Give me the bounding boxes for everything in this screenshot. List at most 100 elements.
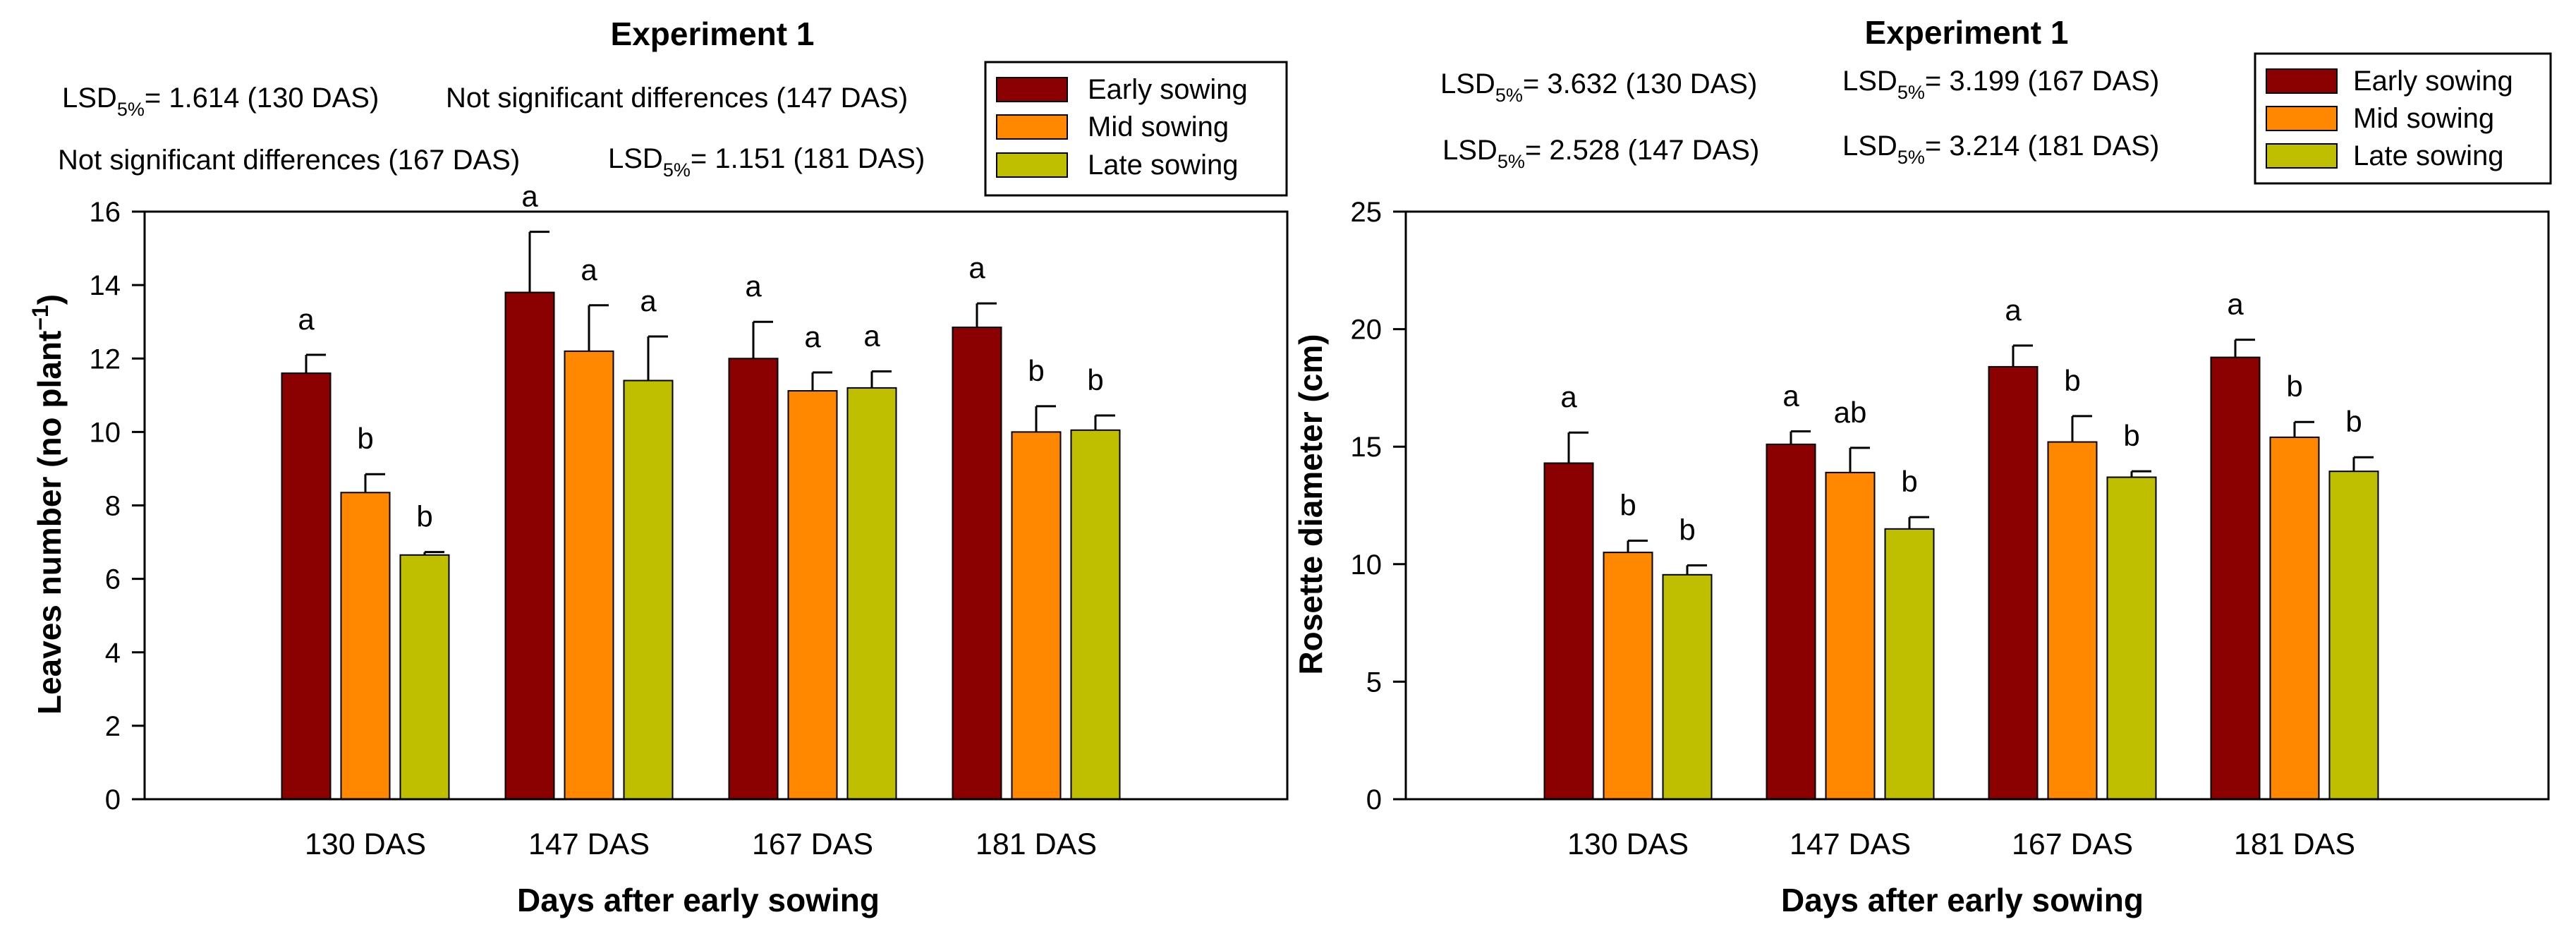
rosette-diameter-chart: Experiment 1 LSD5%= 3.632 (130 DAS) LSD5… xyxy=(1292,14,2552,918)
lsd-subscript: 5% xyxy=(1897,82,1925,103)
significance-letter: a xyxy=(1560,380,1577,413)
legend-swatch-mid xyxy=(2266,106,2338,131)
y-tick-label: 8 xyxy=(105,491,121,522)
lsd-value: = 3.214 (181 DAS) xyxy=(1925,130,2159,162)
y-tick-label: 6 xyxy=(105,564,121,595)
bar xyxy=(1603,552,1653,800)
bar xyxy=(281,372,332,800)
bar xyxy=(2047,441,2098,800)
significance-letter: a xyxy=(581,253,597,286)
bar xyxy=(623,380,674,800)
leaves-number-chart: Experiment 1 LSD5%= 1.614 (130 DAS) Not … xyxy=(28,16,1289,918)
legend: Early sowing Mid sowing Late sowing xyxy=(984,61,1288,197)
legend-swatch-late xyxy=(996,152,1068,178)
bar xyxy=(1543,462,1594,800)
legend-label-mid: Mid sowing xyxy=(2353,103,2494,134)
y-axis-label-close: ) xyxy=(31,294,68,305)
bar xyxy=(2328,470,2379,800)
lsd-value: = 1.614 (130 DAS) xyxy=(145,83,379,114)
significance-letter: b xyxy=(1028,354,1044,387)
y-tick-label: 10 xyxy=(1351,549,1383,581)
significance-letter: b xyxy=(1679,513,1695,546)
significance-letter: ab xyxy=(1834,396,1867,429)
bar xyxy=(340,492,391,800)
x-tick-label: 147 DAS xyxy=(528,827,650,861)
legend-swatch-late xyxy=(2266,143,2338,169)
y-tick-label: 15 xyxy=(1351,432,1383,463)
bar xyxy=(399,554,450,800)
lsd-value: = 1.151 (181 DAS) xyxy=(691,143,925,174)
lsd-subscript: 5% xyxy=(117,99,145,120)
legend-swatch-early xyxy=(2266,68,2338,94)
lsd-prefix: LSD xyxy=(1442,135,1497,166)
lsd-note-3: Not significant differences (167 DAS) xyxy=(58,145,520,176)
lsd-subscript: 5% xyxy=(1897,147,1925,168)
significance-letter: a xyxy=(968,251,985,284)
x-tick-label: 147 DAS xyxy=(1790,827,1911,861)
lsd-note-2: LSD5%= 3.199 (167 DAS) xyxy=(1842,66,2159,103)
lsd-prefix: LSD xyxy=(1842,66,1897,97)
y-axis-label: Leaves number (no plant−1) xyxy=(28,294,68,715)
significance-letter: a xyxy=(298,303,315,336)
legend-label-late: Late sowing xyxy=(2353,140,2503,171)
significance-letter: b xyxy=(2064,364,2080,397)
lsd-value: = 3.199 (167 DAS) xyxy=(1925,66,2159,97)
plot-frame xyxy=(1404,210,2550,801)
y-tick-label: 5 xyxy=(1366,667,1382,698)
legend-swatch-early xyxy=(996,77,1068,102)
significance-letter: a xyxy=(863,319,880,352)
bar xyxy=(2106,476,2157,800)
x-tick-label: 167 DAS xyxy=(2012,827,2133,861)
significance-letter: a xyxy=(2005,293,2022,327)
significance-letter: a xyxy=(640,284,657,317)
lsd-value: = 2.528 (147 DAS) xyxy=(1525,135,1759,166)
bar xyxy=(1662,573,1713,800)
significance-letter: b xyxy=(2345,405,2362,438)
y-tick-label: 10 xyxy=(90,417,121,448)
x-tick-label: 167 DAS xyxy=(752,827,873,861)
lsd-note-4: LSD5%= 3.214 (181 DAS) xyxy=(1842,130,2159,168)
significance-letter: a xyxy=(1782,380,1799,413)
lsd-subscript: 5% xyxy=(663,159,691,181)
y-tick-label: 16 xyxy=(90,197,121,228)
y-axis-label: Rosette diameter (cm) xyxy=(1292,334,1329,674)
significance-letter: a xyxy=(521,180,538,213)
y-tick-label: 0 xyxy=(105,784,121,815)
bar xyxy=(1766,443,1816,800)
x-tick-label: 181 DAS xyxy=(2234,827,2355,861)
lsd-value: = 3.632 (130 DAS) xyxy=(1523,68,1757,99)
y-tick-label: 4 xyxy=(105,638,121,669)
lsd-note-1: LSD5%= 3.632 (130 DAS) xyxy=(1440,68,1757,106)
bar xyxy=(846,387,897,800)
x-axis-label: Days after early sowing xyxy=(1781,882,2144,918)
x-tick-label: 181 DAS xyxy=(976,827,1097,861)
legend-label-mid: Mid sowing xyxy=(1088,111,1229,142)
bar xyxy=(1884,528,1935,800)
significance-letter: b xyxy=(416,500,432,533)
legend-label-early: Early sowing xyxy=(1088,74,1248,105)
bar xyxy=(952,326,1002,800)
significance-letter: a xyxy=(2227,288,2244,321)
lsd-prefix: LSD xyxy=(1842,130,1897,162)
y-tick-label: 20 xyxy=(1351,315,1383,346)
bar xyxy=(1988,365,2039,800)
significance-letter: b xyxy=(2286,370,2302,403)
lsd-subscript: 5% xyxy=(1497,151,1525,172)
lsd-note-1: LSD5%= 1.614 (130 DAS) xyxy=(62,83,379,120)
y-axis-label-superscript: −1 xyxy=(28,305,53,330)
significance-letter: b xyxy=(1087,363,1103,396)
x-axis-label: Days after early sowing xyxy=(517,882,880,918)
legend: Early sowing Mid sowing Late sowing xyxy=(2254,52,2552,185)
chart-title: Experiment 1 xyxy=(611,16,815,52)
y-tick-label: 12 xyxy=(90,344,121,375)
legend-label-late: Late sowing xyxy=(1088,150,1238,181)
bar xyxy=(1825,471,1876,800)
bar xyxy=(787,390,838,800)
significance-letter: a xyxy=(804,320,821,353)
lsd-note-4: LSD5%= 1.151 (181 DAS) xyxy=(608,143,925,181)
lsd-prefix: LSD xyxy=(608,143,663,174)
lsd-note-3: LSD5%= 2.528 (147 DAS) xyxy=(1442,135,1759,172)
legend-swatch-mid xyxy=(996,114,1068,140)
